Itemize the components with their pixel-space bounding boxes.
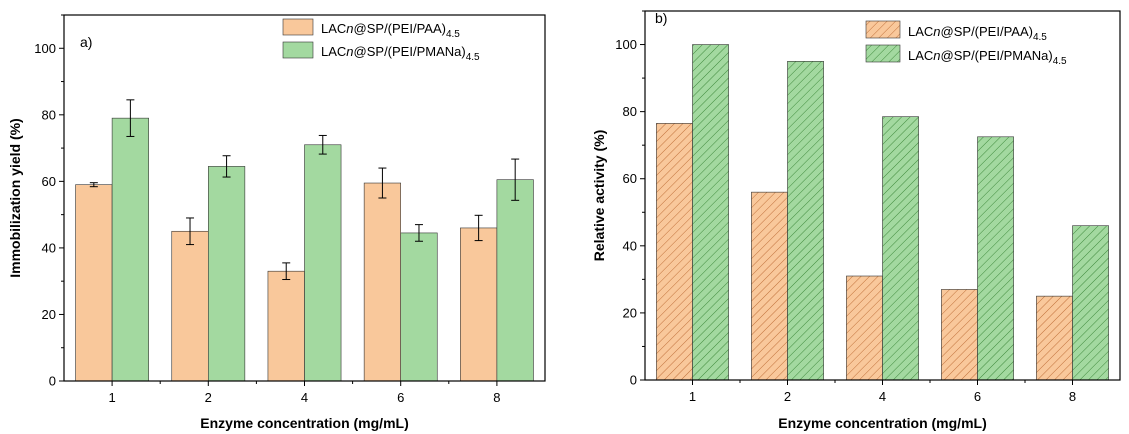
x-tick-label-b-1: 1: [689, 389, 696, 404]
y-axis-title-b: Relative activity (%): [591, 130, 607, 262]
y-tick-label-a-80: 80: [42, 107, 56, 122]
y-tick-label-a-60: 60: [42, 174, 56, 189]
legend-swatch-a-s1: [282, 18, 314, 36]
legend-swatch-b-s2: [865, 44, 901, 63]
x-tick-label-a-4: 4: [301, 390, 308, 405]
y-tick-label-b-20: 20: [623, 305, 637, 320]
x-tick-label-a-6: 6: [397, 390, 404, 405]
bar-a-s2-1: [111, 117, 149, 382]
y-tick-label-b-0: 0: [630, 373, 637, 388]
bar-a-s2-8: [496, 179, 534, 382]
legend-label-b-s1: LACn@SP/(PEI/PAA)4.5: [908, 24, 1047, 43]
bar-a-s1-2: [171, 230, 209, 382]
legend-swatch-a-s2: [282, 41, 314, 59]
legend-swatch-b-s1: [865, 20, 901, 39]
y-tick-label-b-80: 80: [623, 104, 637, 119]
bar-b-s2-8: [1072, 225, 1109, 381]
x-tick-label-b-8: 8: [1069, 389, 1076, 404]
panel-label-b: b): [655, 10, 667, 26]
panel-label-a: a): [80, 34, 92, 50]
bar-a-s2-2: [208, 166, 246, 382]
y-tick-label-b-100: 100: [615, 37, 637, 52]
bar-b-s2-2: [787, 61, 824, 381]
chart-panel-b: 0 20 40 60 80 100 1 2 4 6 8 Enzyme concentration (m…: [591, 10, 1121, 431]
bar-b-s2-4: [882, 116, 919, 381]
bar-b-s1-1: [656, 123, 693, 381]
bar-b-s2-1: [692, 44, 729, 381]
x-tick-label-a-2: 2: [205, 390, 212, 405]
bar-a-s2-6: [400, 232, 438, 382]
bar-b-s1-4: [846, 275, 883, 381]
legend-label-a-s2: LACn@SP/(PEI/PMANa)4.5: [321, 44, 480, 63]
bar-a-s1-4: [267, 270, 305, 382]
x-axis-title-a: Enzyme concentration (mg/mL): [200, 415, 408, 431]
x-tick-label-a-1: 1: [108, 390, 115, 405]
y-tick-label-a-20: 20: [42, 307, 56, 322]
x-axis-title-b: Enzyme concentration (mg/mL): [778, 415, 986, 431]
bar-b-s1-8: [1036, 295, 1073, 381]
x-tick-label-b-4: 4: [879, 389, 886, 404]
y-tick-label-b-60: 60: [623, 171, 637, 186]
bar-b-s1-6: [941, 289, 978, 381]
x-tick-label-b-6: 6: [974, 389, 981, 404]
y-tick-label-a-0: 0: [49, 374, 56, 389]
y-tick-label-a-100: 100: [34, 41, 56, 56]
y-tick-label-b-40: 40: [623, 238, 637, 253]
bar-a-s1-8: [460, 227, 498, 382]
chart-panel-a: 0 20 40 60 80 100 1 2 4 6 8 Enzyme concentration (m…: [7, 14, 546, 431]
y-axis-title-a: Immobilization yield (%): [7, 118, 23, 277]
bar-a-s1-6: [363, 182, 402, 382]
bar-a-s2-4: [304, 144, 342, 382]
bar-a-s1-1: [75, 184, 113, 382]
x-tick-label-a-8: 8: [493, 390, 500, 405]
y-tick-label-a-40: 40: [42, 240, 56, 255]
x-tick-label-b-2: 2: [784, 389, 791, 404]
legend-label-a-s1: LACn@SP/(PEI/PAA)4.5: [321, 21, 460, 40]
bar-b-s2-6: [977, 136, 1014, 381]
bar-b-s1-2: [751, 191, 788, 381]
legend-label-b-s2: LACn@SP/(PEI/PMANa)4.5: [908, 48, 1067, 67]
